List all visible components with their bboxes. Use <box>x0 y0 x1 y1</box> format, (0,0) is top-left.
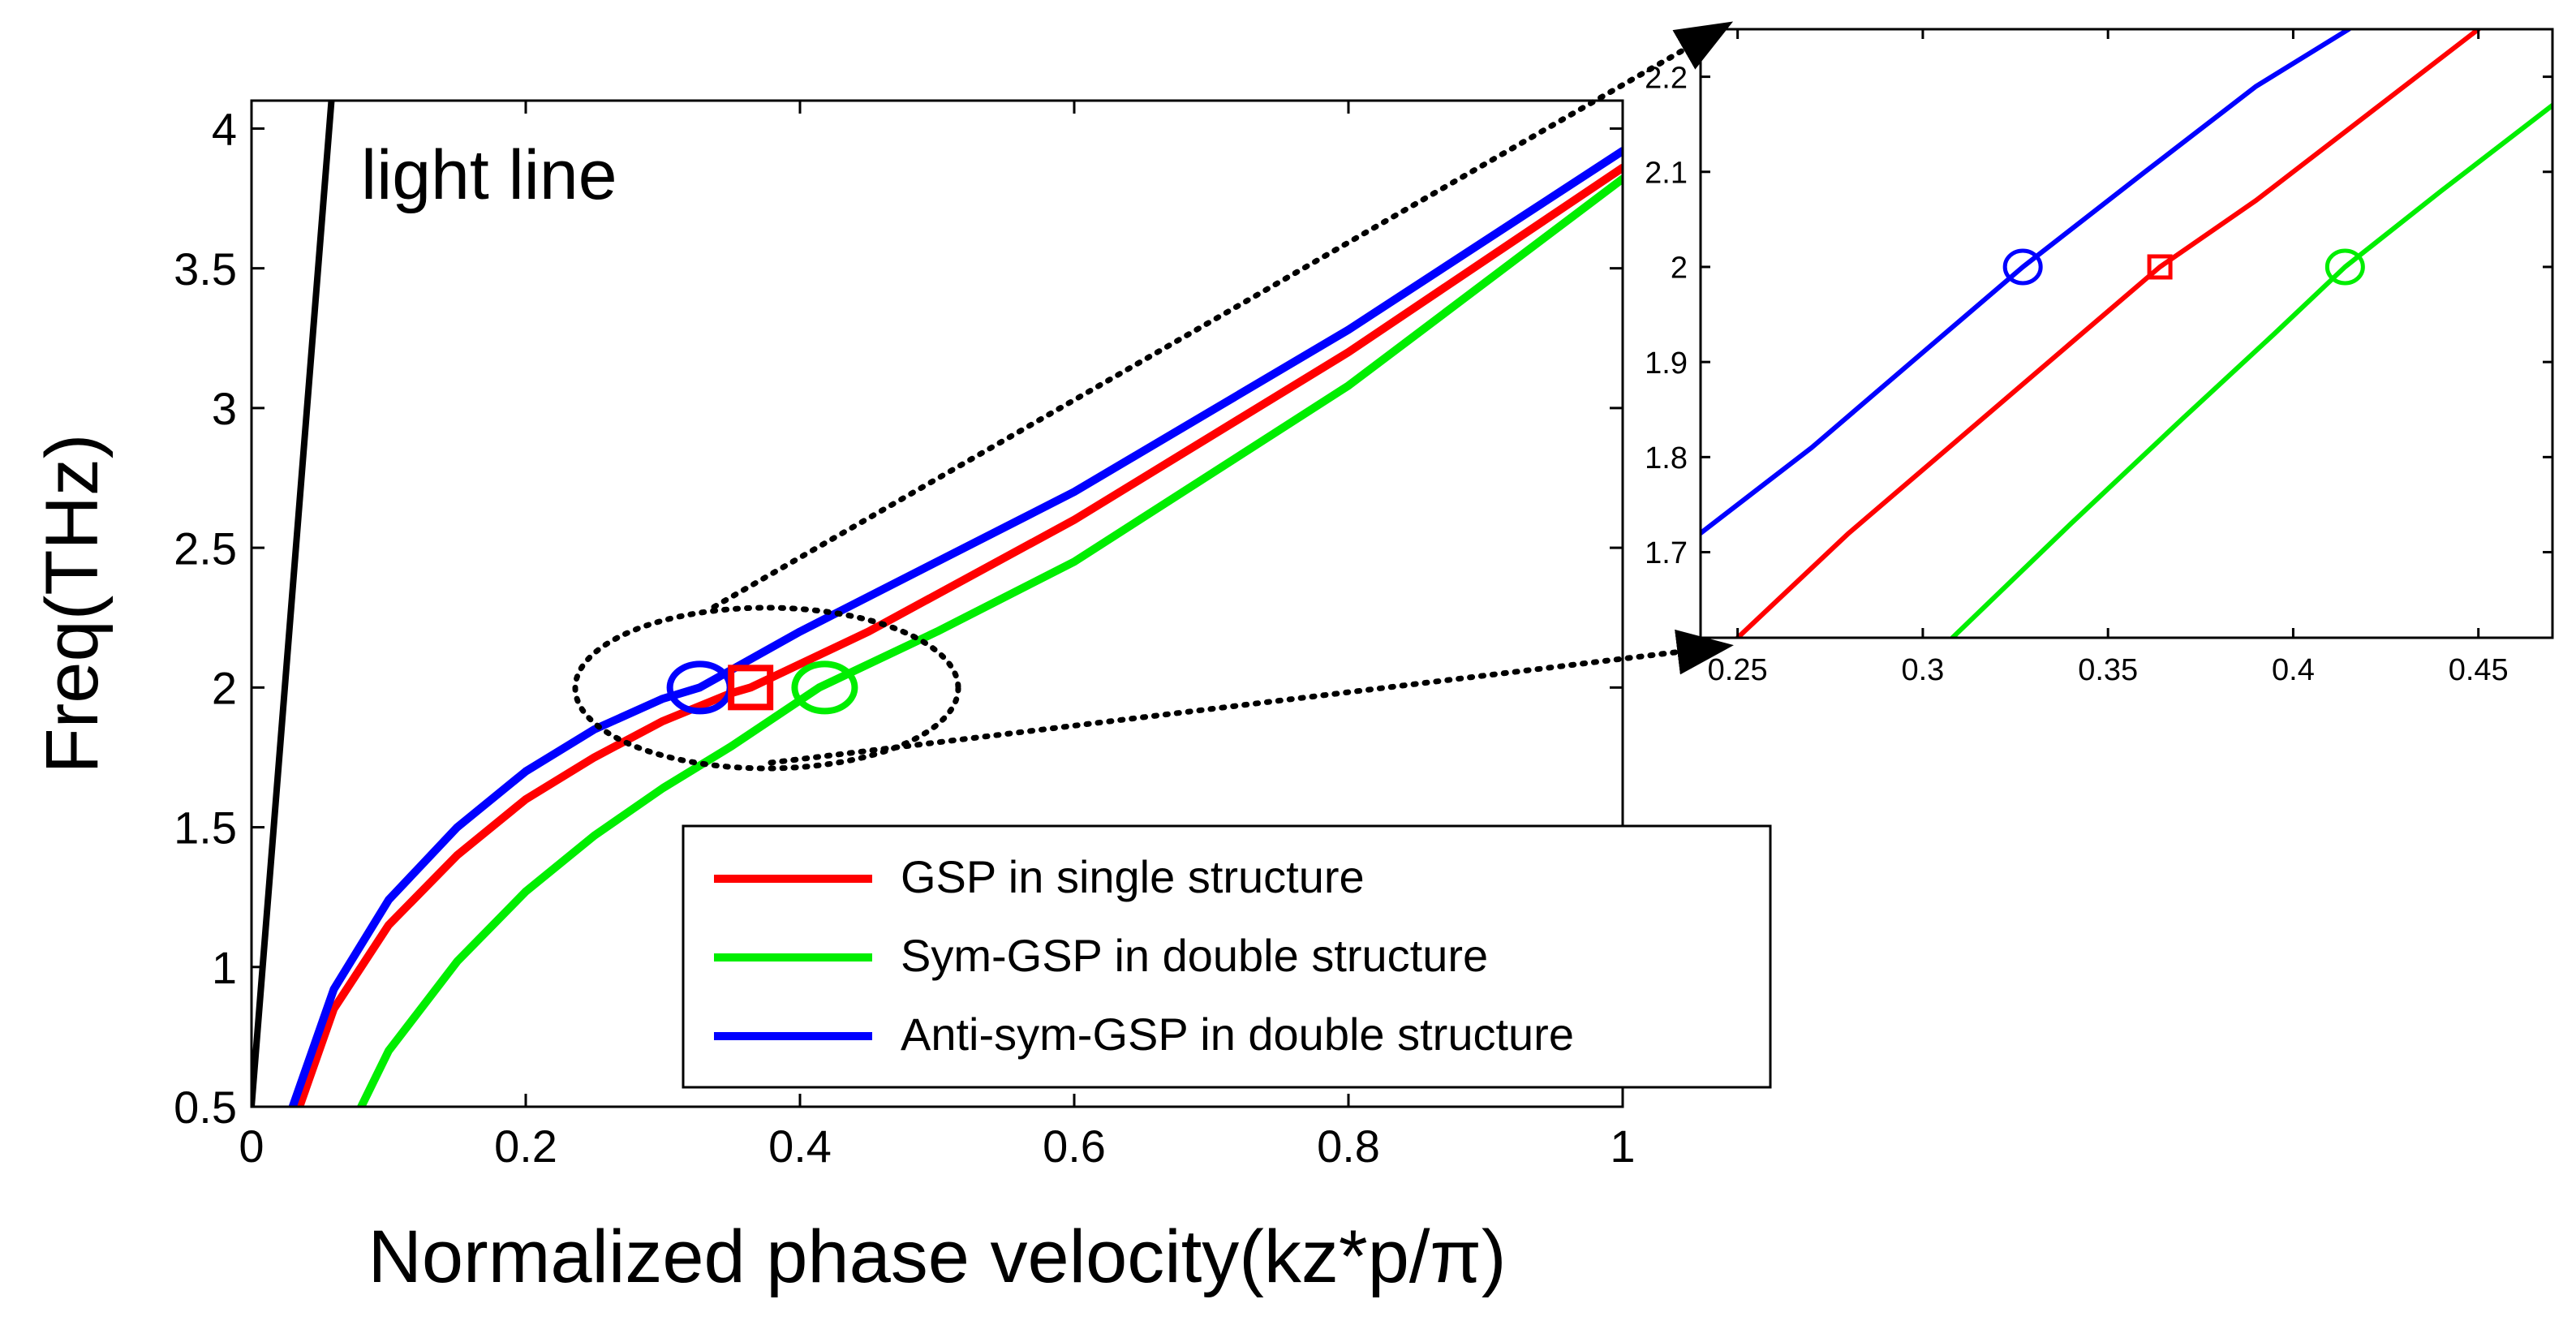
inset-y-tick-label: 2 <box>1671 252 1688 286</box>
inset-marker-square-gsp-in-single-structure <box>2147 254 2173 280</box>
inset-y-tick-label: 2.2 <box>1645 61 1688 95</box>
inset-y-tick-label: 1.7 <box>1645 536 1688 570</box>
legend: GSP in single structure Sym-GSP in doubl… <box>682 824 1772 1089</box>
inset-marker-circle-sym-gsp-in-double-structure <box>2324 248 2365 286</box>
zoom-region-ellipse <box>572 604 961 772</box>
zoom-arrow-top <box>711 21 1734 610</box>
inset-y-tick-label: 2.1 <box>1645 156 1688 190</box>
inset-x-tick-label: 0.3 <box>1901 653 1944 687</box>
main-x-tick-label: 0.8 <box>1317 1121 1380 1172</box>
main-y-tick-label: 0.5 <box>174 1082 237 1133</box>
main-marker-square-gsp-in-single-structure <box>728 665 774 711</box>
main-x-tick-label: 1 <box>1610 1121 1635 1172</box>
legend-label-gsp-single: GSP in single structure <box>901 851 1365 902</box>
main-y-tick-label: 2.5 <box>174 523 237 574</box>
main-axes-frame <box>250 99 1624 1108</box>
inset-series-line-sym-gsp-in-double-structure <box>1950 102 2552 638</box>
main-series-line-gsp-in-single-structure <box>295 163 1623 1107</box>
main-y-tick-label: 1 <box>212 942 237 993</box>
main-y-tick-label: 4 <box>212 104 237 155</box>
inset-y-tick-label: 1.8 <box>1645 441 1688 475</box>
main-y-tick-label: 1.5 <box>174 802 237 854</box>
main-y-tick-label: 3 <box>212 383 237 434</box>
main-plot: 0 0.2 0.4 0.6 0.8 1 0.5 1 1.5 2 2.5 3 3.5 4 light lin… <box>31 99 1636 1298</box>
inset-series-line-gsp-in-single-structure <box>1735 29 2481 638</box>
y-axis-title: Freq(THz) <box>31 433 114 773</box>
inset-plot-background <box>1701 29 2552 638</box>
inset-x-tick-label: 0.25 <box>1708 653 1768 687</box>
main-x-tick-label: 0.2 <box>494 1121 557 1172</box>
inset-series-line-anti-sym-gsp-in-double-structure <box>1701 29 2351 536</box>
main-y-tick-label: 3.5 <box>174 243 237 295</box>
light-line-label: light line <box>361 136 617 214</box>
zoom-arrow-bottom <box>768 629 1734 766</box>
inset-plot: 0.25 0.3 0.35 0.4 0.45 1.7 1.8 1.9 2 2.1 2.2 <box>1645 28 2554 687</box>
inset-y-tick-label: 1.9 <box>1645 346 1688 381</box>
main-y-tick-label: 2 <box>212 662 237 713</box>
inset-axes-frame <box>1699 28 2554 639</box>
main-x-tick-label: 0.4 <box>768 1121 832 1172</box>
legend-label-anti-sym-gsp: Anti-sym-GSP in double structure <box>901 1009 1574 1060</box>
legend-label-sym-gsp: Sym-GSP in double structure <box>901 930 1488 981</box>
main-x-tick-label: 0.6 <box>1043 1121 1106 1172</box>
main-marker-circle-sym-gsp-in-double-structure <box>791 660 858 715</box>
inset-marker-circle-anti-sym-gsp-in-double-structure <box>2002 248 2043 286</box>
x-axis-title: Normalized phase velocity(kz*p/π) <box>368 1215 1506 1298</box>
inset-x-tick-label: 0.35 <box>2078 653 2138 687</box>
inset-x-tick-label: 0.4 <box>2272 653 2315 687</box>
inset-x-tick-label: 0.45 <box>2449 653 2509 687</box>
main-series-line-light-line <box>252 101 335 1107</box>
main-series-line-anti-sym-gsp-in-double-structure <box>288 147 1623 1107</box>
main-series-line-sym-gsp-in-double-structure <box>357 174 1623 1107</box>
main-x-tick-label: 0 <box>239 1121 264 1172</box>
